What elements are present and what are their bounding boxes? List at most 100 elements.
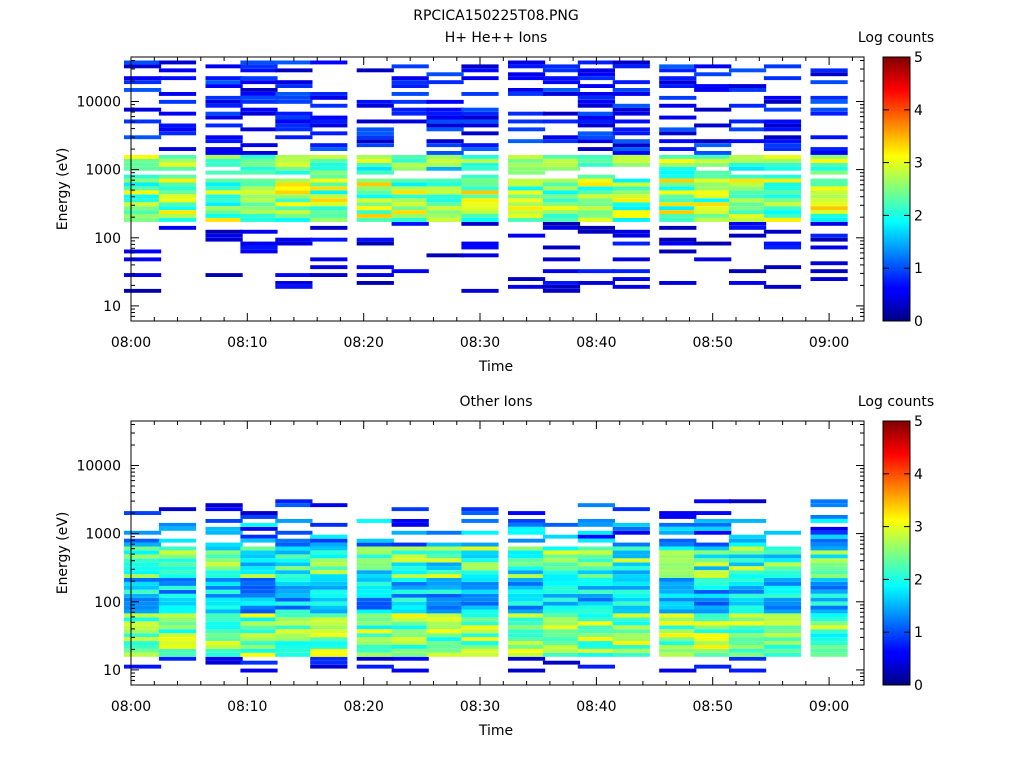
heatmap-cell xyxy=(275,84,313,88)
heatmap-cell xyxy=(461,182,499,187)
heatmap-cell xyxy=(612,609,650,614)
heatmap-cell xyxy=(612,127,650,132)
heatmap-cell xyxy=(810,198,848,203)
heatmap-cell xyxy=(310,597,348,602)
heatmap-cell xyxy=(426,218,464,222)
heatmap-cell xyxy=(659,538,697,543)
heatmap-cell xyxy=(659,566,697,571)
heatmap-cell xyxy=(508,538,546,543)
heatmap-cell xyxy=(158,597,197,602)
heatmap-cell xyxy=(577,613,615,618)
heatmap-cell xyxy=(461,558,499,563)
heatmap-cell xyxy=(729,103,767,108)
heatmap-cell xyxy=(577,190,615,195)
heatmap-cell xyxy=(461,648,499,653)
heatmap-cell xyxy=(810,629,848,634)
heatmap-cell xyxy=(310,570,348,575)
heatmap-cell xyxy=(275,601,313,606)
heatmap-cell xyxy=(508,170,546,175)
heatmap-cell xyxy=(542,166,581,171)
heatmap-cell xyxy=(124,80,162,85)
heatmap-cell xyxy=(729,221,767,226)
heatmap-cell xyxy=(659,194,697,199)
heatmap-cell xyxy=(240,111,278,116)
heatmap-cell xyxy=(391,530,429,535)
heatmap-cell xyxy=(694,182,732,187)
heatmap-cell xyxy=(240,652,278,657)
heatmap-cell xyxy=(158,99,197,104)
heatmap-cell xyxy=(205,103,243,108)
heatmap-cell xyxy=(612,652,650,657)
heatmap-cell xyxy=(205,206,243,211)
heatmap-cell xyxy=(124,554,162,559)
y-tick-label: 10 xyxy=(103,663,121,679)
heatmap-cell xyxy=(205,601,243,606)
heatmap-cell xyxy=(577,641,615,645)
heatmap-cell xyxy=(275,190,313,195)
heatmap-cell xyxy=(426,645,464,649)
heatmap-cell xyxy=(577,162,615,167)
heatmap-cell xyxy=(810,206,848,211)
heatmap-cell xyxy=(275,186,313,191)
y-tick-label: 1000 xyxy=(85,527,121,543)
heatmap-cell xyxy=(158,637,197,641)
heatmap-cell xyxy=(508,633,546,638)
heatmap-cell xyxy=(124,609,162,614)
heatmap-cell xyxy=(275,284,313,289)
heatmap-cell xyxy=(763,550,802,555)
heatmap-cell xyxy=(158,589,197,594)
heatmap-cell xyxy=(356,570,394,575)
heatmap-cell xyxy=(275,648,313,653)
heatmap-cell xyxy=(612,206,650,211)
heatmap-cell xyxy=(612,641,650,645)
heatmap-cell xyxy=(461,111,499,116)
heatmap-cell xyxy=(577,589,615,594)
heatmap-cell xyxy=(694,174,732,179)
heatmap-cell xyxy=(542,645,581,649)
heatmap-cell xyxy=(240,578,278,582)
heatmap-cell xyxy=(612,158,650,163)
heatmap-cell xyxy=(205,229,243,234)
heatmap-cell xyxy=(729,617,767,622)
heatmap-cell xyxy=(694,625,732,630)
heatmap-cell xyxy=(356,68,394,73)
heatmap-cell xyxy=(310,538,348,543)
heatmap-cell xyxy=(158,131,197,136)
heatmap-cell xyxy=(542,221,581,226)
heatmap-cell xyxy=(275,637,313,641)
heatmap-cell xyxy=(542,245,581,250)
heatmap-cell xyxy=(356,237,394,242)
heatmap-cell xyxy=(810,550,848,555)
heatmap-cell xyxy=(426,186,464,191)
heatmap-cell xyxy=(542,92,581,96)
heatmap-cell xyxy=(240,558,278,563)
heatmap-cell xyxy=(810,585,848,590)
heatmap-cell xyxy=(542,210,581,214)
heatmap-cell xyxy=(542,158,581,163)
heatmap-cell xyxy=(729,190,767,195)
heatmap-cell xyxy=(763,95,802,100)
heatmap-cell xyxy=(275,574,313,578)
heatmap-cell xyxy=(659,515,697,519)
heatmap-cell xyxy=(542,558,581,563)
heatmap-cell xyxy=(356,625,394,630)
colorbar: Log counts 0 1 2 3 4 5 xyxy=(858,394,934,694)
heatmap-cell xyxy=(577,210,615,214)
heatmap-cell xyxy=(542,206,581,211)
heatmap-cell xyxy=(810,186,848,191)
heatmap-cell xyxy=(391,597,429,602)
heatmap-cell xyxy=(205,76,243,81)
heatmap-cell xyxy=(729,668,767,673)
heatmap-cell xyxy=(158,127,197,132)
heatmap-cell xyxy=(508,530,546,535)
heatmap-cell xyxy=(542,288,581,293)
heatmap-cell xyxy=(508,190,546,195)
heatmap-cell xyxy=(356,656,394,661)
heatmap-cell xyxy=(391,155,429,159)
heatmap-cell xyxy=(810,194,848,199)
heatmap-cell xyxy=(577,593,615,598)
heatmap-cell xyxy=(124,182,162,187)
heatmap-cell xyxy=(356,103,394,108)
heatmap-cell xyxy=(240,629,278,634)
heatmap-cell xyxy=(542,186,581,191)
